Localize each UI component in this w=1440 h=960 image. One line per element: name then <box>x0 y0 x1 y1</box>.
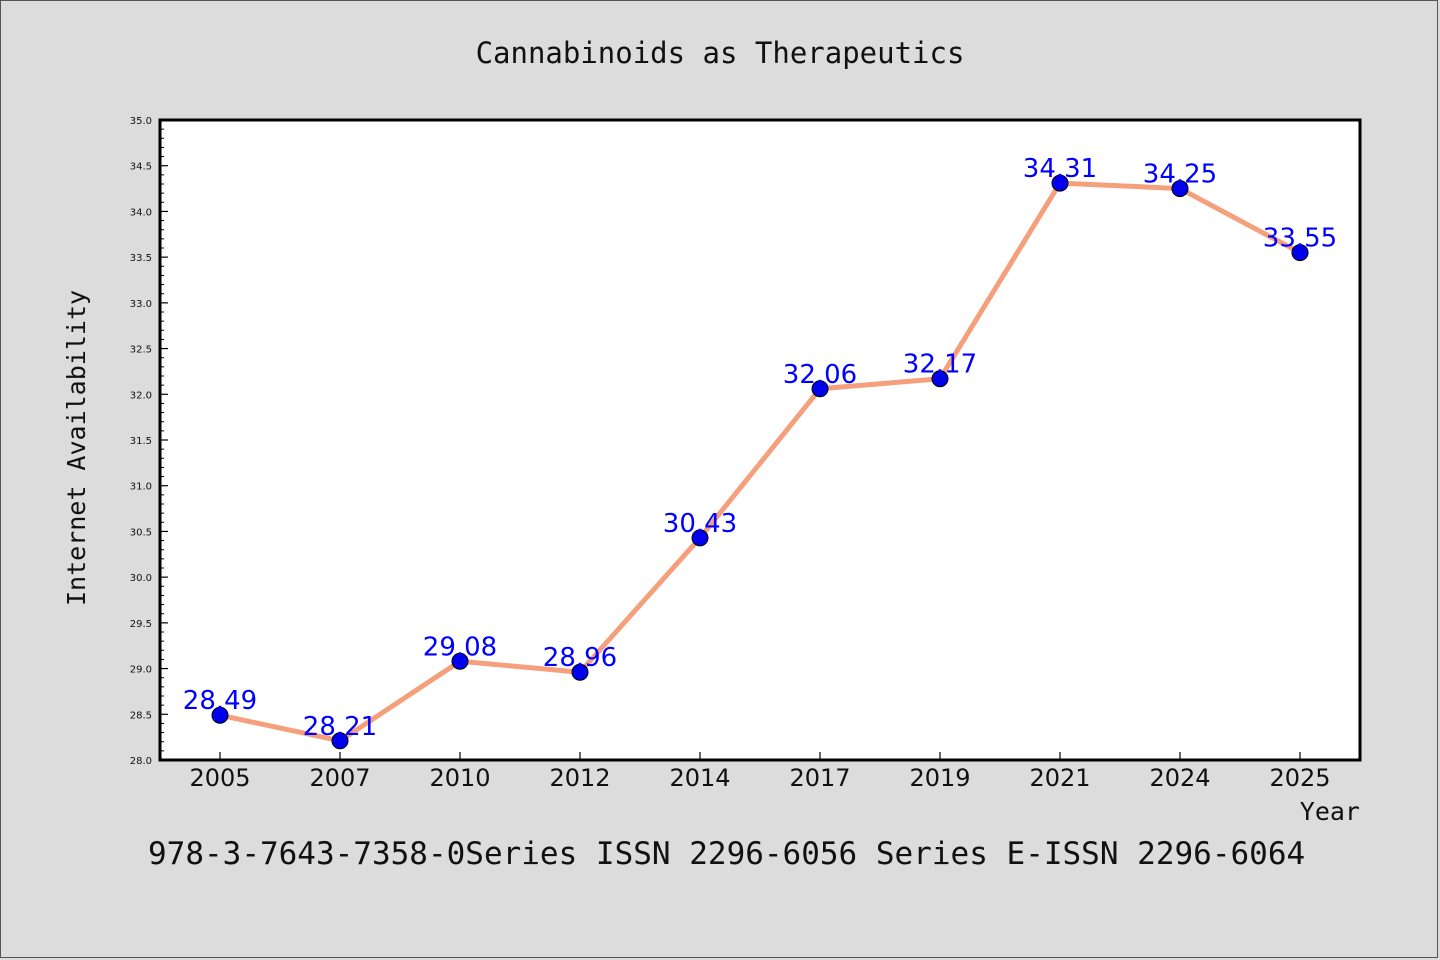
x-tick-label: 2010 <box>429 764 490 792</box>
data-label-2025: 33.55 <box>1263 224 1337 254</box>
x-tick-label: 2014 <box>669 764 730 792</box>
y-tick-label: 32.0 <box>130 390 152 401</box>
x-tick-label: 2007 <box>309 764 370 792</box>
y-tick-label: 31.5 <box>130 436 152 447</box>
x-tick-label: 2012 <box>549 764 610 792</box>
plot-area <box>158 118 1362 762</box>
data-point-2021 <box>1051 174 1069 192</box>
y-tick-label: 28.0 <box>130 756 152 767</box>
series-line <box>219 180 1302 744</box>
data-label-2024: 34.25 <box>1143 160 1217 190</box>
x-tick-label: 2017 <box>789 764 850 792</box>
x-axis-label: Year <box>1300 797 1360 826</box>
x-axis: 2005 2007 2010 2012 2014 2017 2019 2021 2024 2025 <box>189 752 1331 792</box>
y-tick-label: 35.0 <box>130 116 152 127</box>
y-tick-label: 33.0 <box>130 299 152 310</box>
data-label-2019: 32.17 <box>903 350 977 380</box>
data-point-2005 <box>211 706 229 724</box>
data-labels: 28.49 28.21 29.08 28.96 30.43 32.06 32.17 34.31… <box>183 154 1337 742</box>
x-tick-label: 2024 <box>1149 764 1210 792</box>
x-tick-label: 2021 <box>1029 764 1090 792</box>
y-axis-label: Internet Availability <box>62 290 91 606</box>
data-label-2014: 30.43 <box>663 509 737 539</box>
data-label-2017: 32.06 <box>783 360 857 390</box>
data-point-2024 <box>1171 180 1189 198</box>
y-tick-label: 30.0 <box>130 573 152 584</box>
data-point-2017 <box>811 380 829 398</box>
data-label-2021: 34.31 <box>1023 154 1097 184</box>
y-tick-label: 33.5 <box>130 253 152 264</box>
x-tick-label: 2005 <box>189 764 250 792</box>
series-markers <box>211 174 1309 750</box>
chart-title: Cannabinoids as Therapeutics <box>476 36 965 70</box>
data-label-2005: 28.49 <box>183 686 257 716</box>
data-point-2014 <box>691 529 709 547</box>
y-tick-label: 30.5 <box>130 527 152 538</box>
y-tick-label: 32.5 <box>130 345 152 356</box>
data-point-2019 <box>931 370 949 388</box>
y-tick-label: 29.5 <box>130 619 152 630</box>
y-tick-label: 31.0 <box>130 482 152 493</box>
data-point-2010 <box>451 652 469 670</box>
data-point-2007 <box>331 732 349 750</box>
footer-isbn: 978-3-7643-7358-0Series ISSN 2296-6056 S… <box>148 836 1305 872</box>
y-tick-label: 29.0 <box>130 665 152 676</box>
y-tick-label: 34.5 <box>130 162 152 173</box>
x-tick-label: 2019 <box>909 764 970 792</box>
data-label-2012: 28.96 <box>543 643 617 673</box>
y-tick-label: 34.0 <box>130 207 152 218</box>
data-label-2010: 29.08 <box>423 632 497 662</box>
y-tick-label: 28.5 <box>130 710 152 721</box>
data-point-2012 <box>571 663 589 681</box>
y-axis: 28.0 28.5 29.0 29.5 30.0 30.5 31.0 31.5 32.0 32.5… <box>130 116 168 767</box>
data-point-2025 <box>1291 244 1309 262</box>
x-tick-label: 2025 <box>1269 764 1330 792</box>
data-label-2007: 28.21 <box>303 712 377 742</box>
